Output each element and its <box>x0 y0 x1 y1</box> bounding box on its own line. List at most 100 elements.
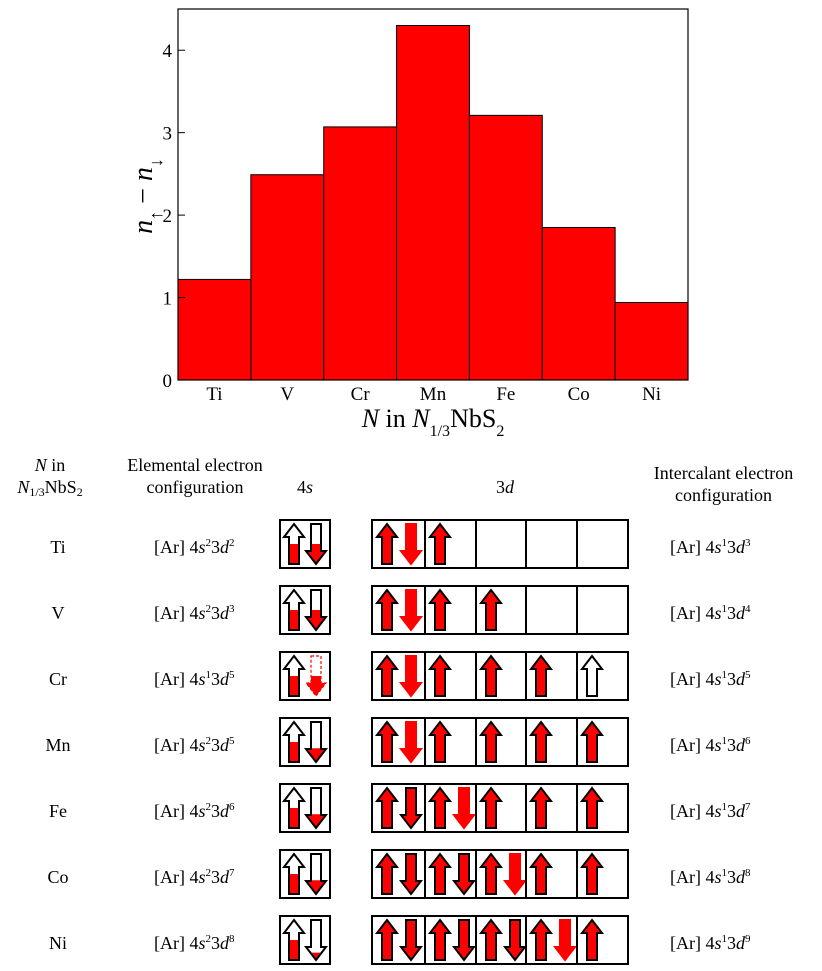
cfg-part-ic-d-exp: 4 <box>745 603 751 615</box>
intercalant-config-cr: [Ar] 4s13d5 <box>670 669 751 690</box>
spin-down-arrow-icon <box>304 655 328 697</box>
hdr-3d-d: d <box>505 477 514 497</box>
cfg-part-ic-ar: [Ar] 4 <box>670 669 715 689</box>
spin-up-arrow-icon <box>478 588 503 631</box>
d-orbital-cell <box>423 917 477 963</box>
cfg-part-ic-s: s <box>714 933 722 953</box>
spin-up-arrow-icon <box>374 720 400 763</box>
spin-down-red-arrow-icon <box>398 655 424 698</box>
cfg-part-ic-s: s <box>714 603 722 623</box>
y-tick-label-3: 3 <box>163 124 173 145</box>
d-orbital-cell <box>576 917 629 963</box>
spin-down-arrow-icon <box>451 919 476 962</box>
x-tick-label-ti: Ti <box>206 384 222 405</box>
spin-up-arrow-icon <box>478 852 503 895</box>
spin-up-arrow-icon <box>374 522 400 565</box>
intercalant-config-ti: [Ar] 4s13d3 <box>670 537 751 558</box>
spin-down-red-arrow-icon <box>398 721 424 764</box>
cfg-part-ic-mid: 3 <box>727 603 736 623</box>
spin-up-arrow-icon <box>281 786 307 829</box>
cfg-part-el-mid: 3 <box>211 603 220 623</box>
spin-up-arrow-icon <box>281 918 307 961</box>
spin-down-arrow-icon <box>303 523 329 566</box>
header-intercalant: Intercalant electron configuration <box>625 462 822 506</box>
spin-up-arrow-icon <box>580 852 605 895</box>
bar-mn <box>396 24 470 381</box>
cfg-part-el-d: d <box>220 735 229 755</box>
hdr-nbs: NbS <box>44 477 77 497</box>
cfg-part-el-mid: 3 <box>211 801 220 821</box>
d-orbital-cell <box>525 851 578 897</box>
ticks-group: Ti V Cr Mn Fe Co Ni 0 1 2 3 4 <box>163 41 662 405</box>
cfg-part-el-d: d <box>220 537 229 557</box>
spin-up-arrow-icon <box>529 918 554 961</box>
cfg-part-el-s: s <box>198 669 206 689</box>
cfg-part-ic-ar: [Ar] 4 <box>670 801 715 821</box>
d-orbital-cell <box>373 851 424 897</box>
row-element-v: V <box>51 603 65 623</box>
cfg-part-el-s-exp: 2 <box>205 933 212 945</box>
header-4s: 4s <box>280 476 330 498</box>
spin-down-red-arrow-icon <box>398 589 424 632</box>
cfg-part-el-d-exp: 7 <box>229 867 235 879</box>
spin-down-arrow-icon <box>303 589 329 632</box>
cfg-part-ic-s: s <box>714 867 722 887</box>
cfg-part-ic-s-exp: 1 <box>721 867 728 879</box>
xlabel-subscript-2: 2 <box>496 423 504 440</box>
cfg-part-ic-s-exp: 1 <box>721 603 728 615</box>
d-orbital-cell <box>423 521 477 567</box>
x-tick-label-mn: Mn <box>420 384 447 405</box>
ylabel-down-arrow: ↓ <box>146 158 166 167</box>
spin-up-arrow-icon <box>478 786 503 829</box>
cfg-part-el-s: s <box>198 801 206 821</box>
spin-up-arrow-icon <box>427 852 452 895</box>
intercalant-config-mn: [Ar] 4s13d6 <box>670 735 751 756</box>
d-orbital-cell <box>474 521 528 567</box>
x-tick-label-ni: Ni <box>642 384 661 405</box>
cfg-part-el-d: d <box>220 933 229 953</box>
cfg-part-ic-s-exp: 1 <box>721 669 728 681</box>
row-element-co: Co <box>47 867 69 887</box>
spin-down-arrow-icon <box>398 919 424 962</box>
row-element-ni: Ni <box>49 933 67 953</box>
cfg-part-el-ar: [Ar] 4 <box>154 933 199 953</box>
d-orbital-cell <box>525 785 578 831</box>
spin-down-arrow-icon <box>303 919 329 962</box>
intercalant-config-ni: [Ar] 4s13d9 <box>670 933 751 954</box>
hdr-n: N <box>34 455 47 475</box>
y-tick-label-2: 2 <box>163 206 173 227</box>
cfg-part-ic-d: d <box>736 537 745 557</box>
cfg-part-el-d-exp: 5 <box>229 669 235 681</box>
spin-up-arrow-icon <box>478 654 503 697</box>
spin-up-arrow-icon <box>529 852 554 895</box>
hdr-4s-s: s <box>305 477 313 497</box>
intercalant-config-v: [Ar] 4s13d4 <box>670 603 751 624</box>
spin-down-red-arrow-icon <box>398 523 424 566</box>
d-orbital-cell <box>373 653 424 699</box>
cfg-part-ic-ar: [Ar] 4 <box>670 735 715 755</box>
cfg-part-el-d-exp: 5 <box>229 735 235 747</box>
cfg-part-el-s: s <box>198 933 206 953</box>
d-orbital-cell <box>423 653 477 699</box>
orbital-4s-co <box>279 849 331 899</box>
orbital-3d-ni <box>371 915 629 965</box>
spin-up-arrow-icon <box>427 786 452 829</box>
hdr-elemental-line1: Elemental electron <box>127 455 263 475</box>
cfg-part-el-d: d <box>220 603 229 623</box>
cfg-part-ic-d: d <box>736 801 745 821</box>
cfg-part-ic-s-exp: 1 <box>721 537 728 549</box>
x-tick-label-v: V <box>280 384 294 405</box>
d-orbital-cell <box>474 719 528 765</box>
cfg-part-ic-d: d <box>736 867 745 887</box>
cfg-part-ic-mid: 3 <box>727 669 736 689</box>
cfg-part-el-d-exp: 2 <box>229 537 235 549</box>
hdr-intercalant-line2: configuration <box>675 485 772 505</box>
cfg-part-el-s-exp: 2 <box>205 603 212 615</box>
xlabel-n: N <box>361 404 381 433</box>
spin-up-arrow-icon <box>427 522 452 565</box>
d-orbital-cell <box>576 785 629 831</box>
cfg-part-ic-mid: 3 <box>727 735 736 755</box>
cfg-part-el-mid: 3 <box>211 669 220 689</box>
xlabel-nbs: NbS <box>450 404 496 433</box>
d-orbital-cell <box>525 719 578 765</box>
